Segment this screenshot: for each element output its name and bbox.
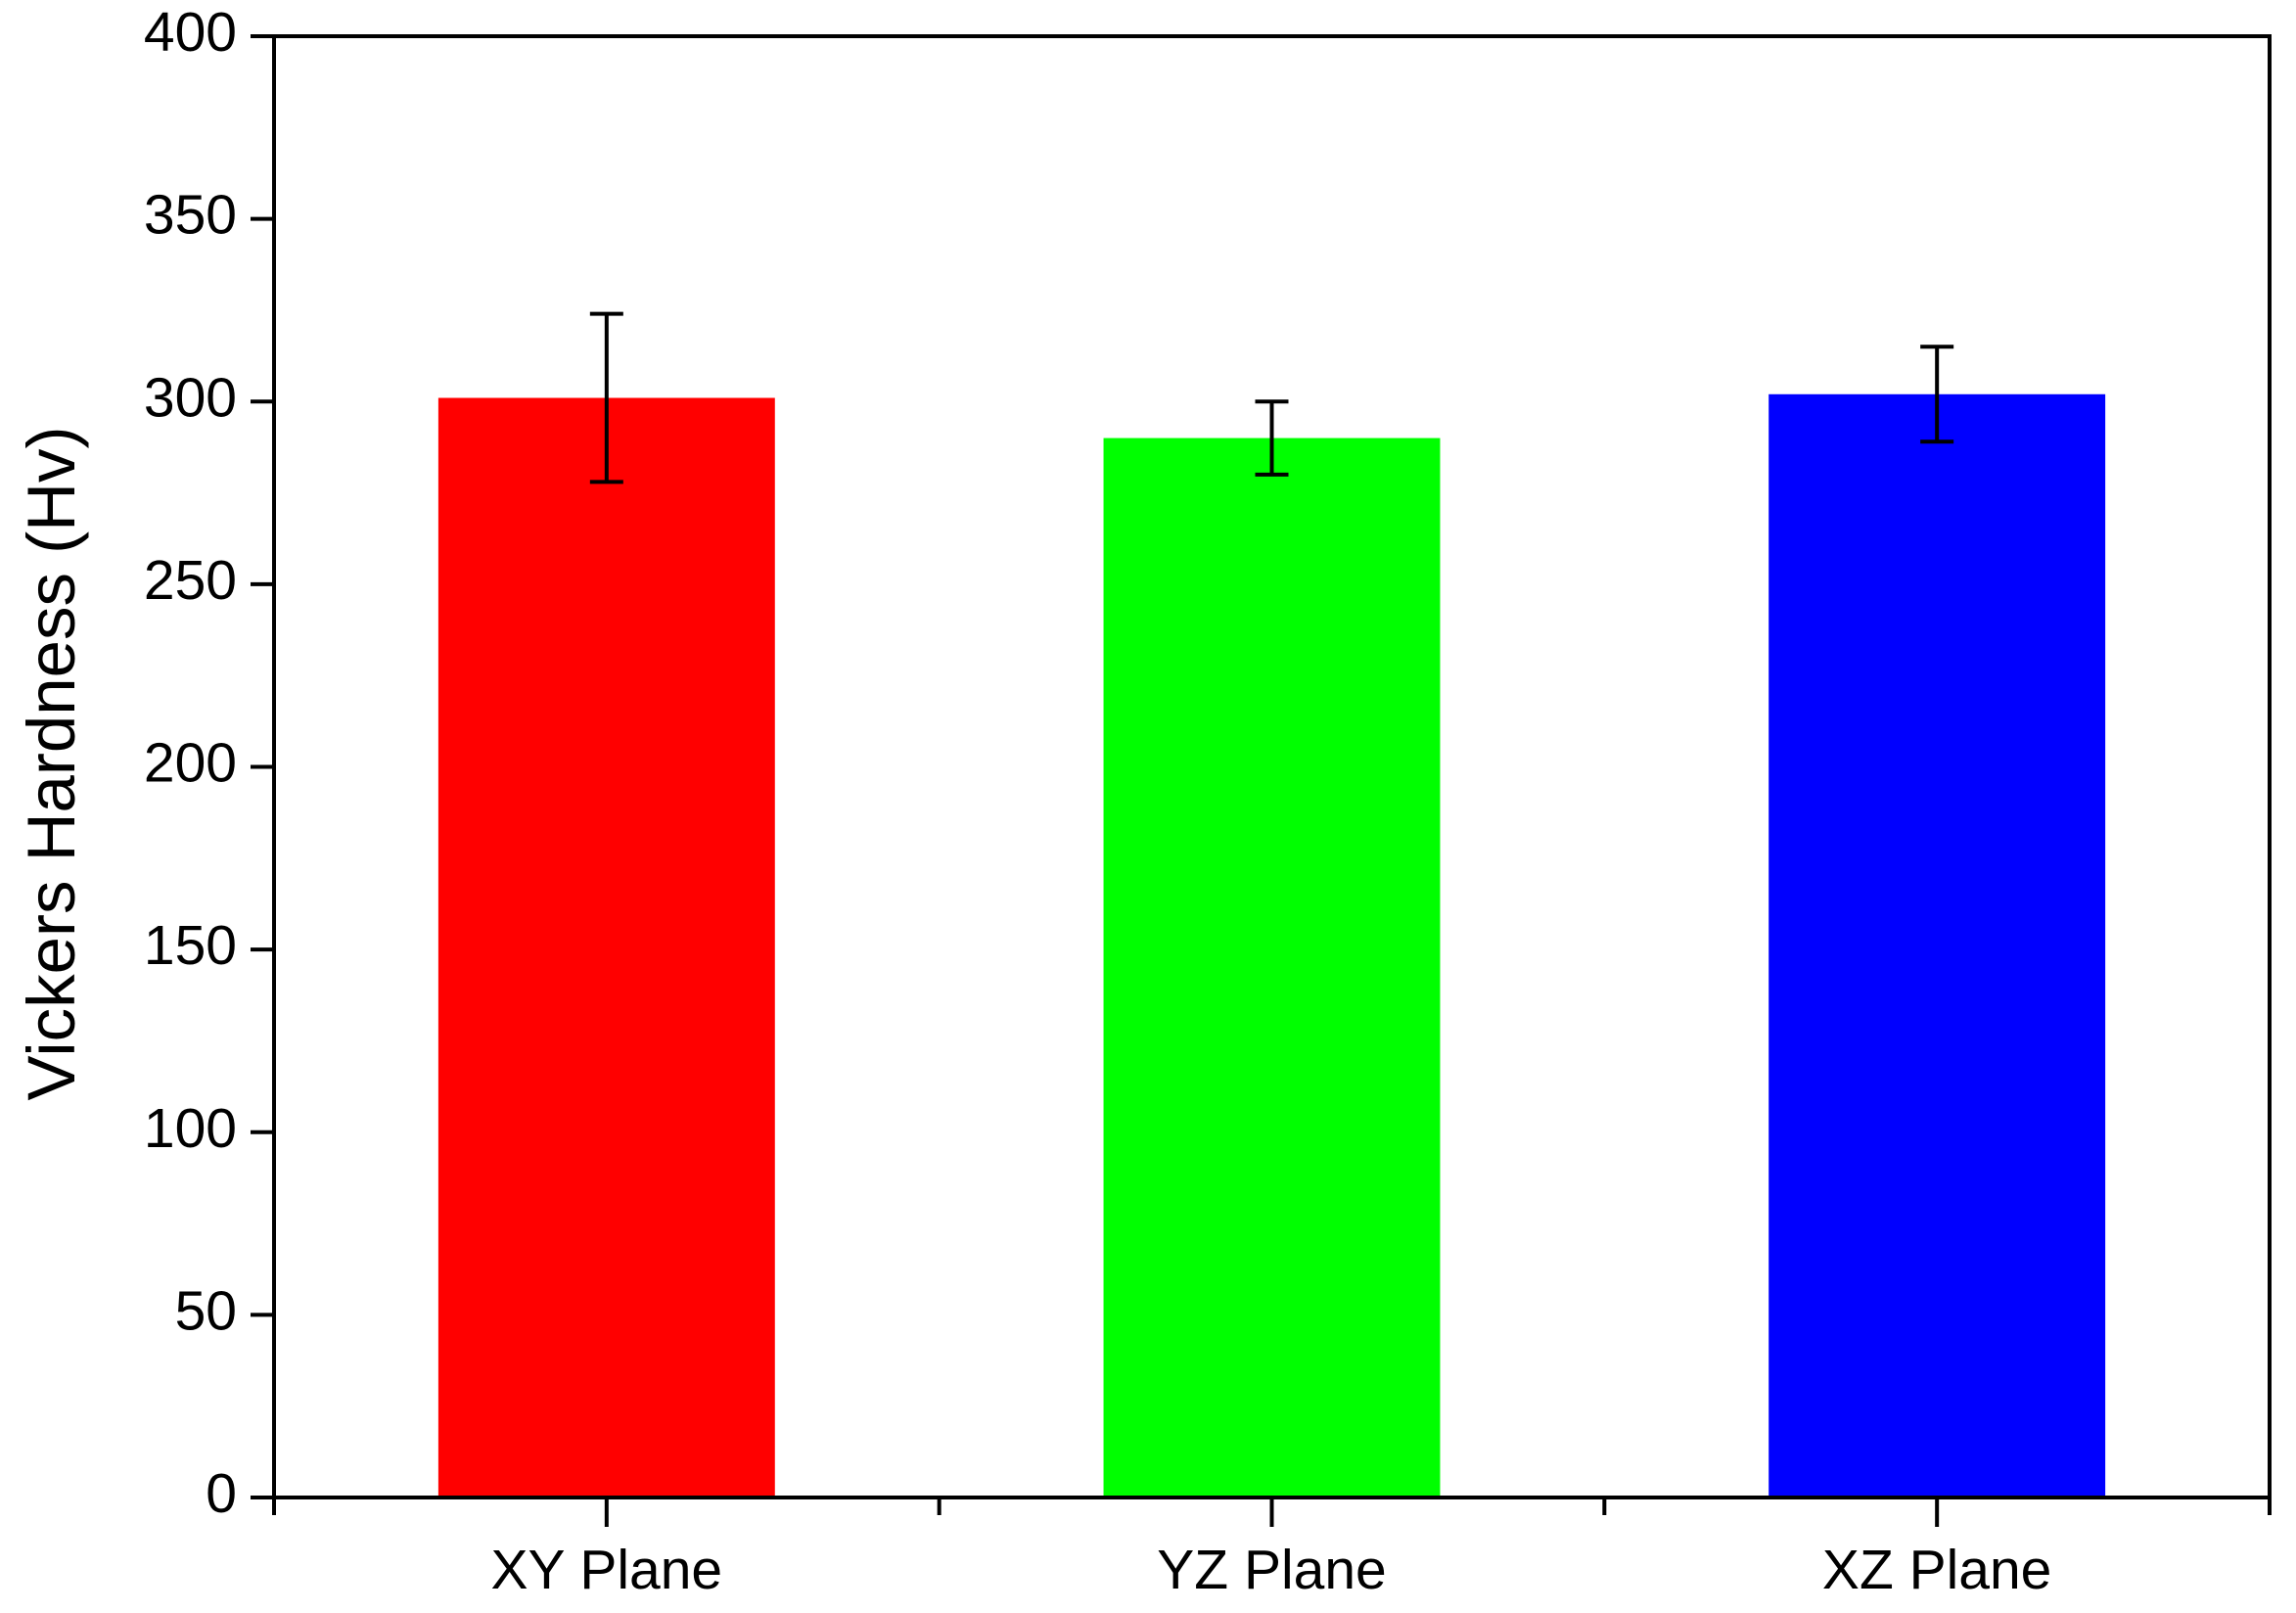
y-tick-label: 400: [144, 1, 237, 64]
y-tick-label: 250: [144, 549, 237, 612]
error-bar: [589, 311, 623, 484]
bar: [1103, 438, 1441, 1498]
x-tick-label: YZ Plane: [1157, 1539, 1386, 1601]
x-tick-label: XY Plane: [491, 1539, 723, 1601]
y-axis-title: Vickers Hardness (Hv): [14, 427, 89, 1101]
y-tick-label: 350: [144, 184, 237, 247]
y-tick-label: 50: [175, 1279, 237, 1342]
y-tick-label: 0: [206, 1462, 237, 1525]
bar: [437, 397, 775, 1498]
x-tick-label: XZ Plane: [1822, 1539, 2051, 1601]
plot-frame: [272, 34, 2272, 1499]
y-tick-label: 200: [144, 732, 237, 795]
error-bar: [1255, 399, 1289, 477]
y-tick-label: 150: [144, 914, 237, 977]
y-tick-label: 300: [144, 366, 237, 429]
y-tick-label: 100: [144, 1097, 237, 1160]
error-bar: [1920, 345, 1954, 444]
bar: [1768, 393, 2106, 1498]
